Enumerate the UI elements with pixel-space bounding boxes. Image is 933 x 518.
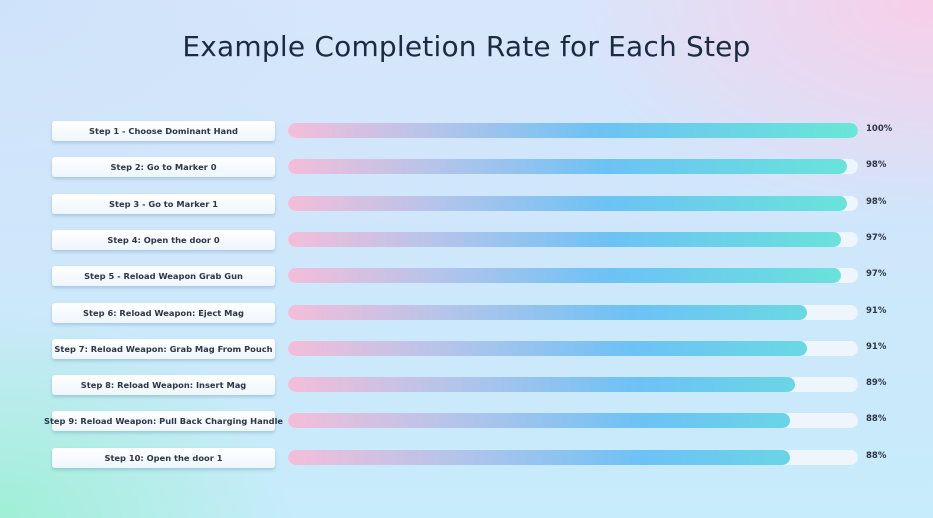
value-label: 98% (866, 196, 887, 207)
bar-row: Step 8: Reload Weapon: Insert Mag 89% (0, 374, 933, 398)
bar-row: Step 7: Reload Weapon: Grab Mag From Pou… (0, 338, 933, 362)
value-label: 88% (866, 414, 887, 425)
bar-track (288, 231, 858, 247)
bar (288, 159, 847, 175)
bar-row: Step 10: Open the door 1 88% (0, 447, 933, 471)
bar-row: Step 5 - Reload Weapon Grab Gun 97% (0, 265, 933, 289)
bar-row: Step 1 - Choose Dominant Hand 100% (0, 120, 933, 144)
bar-row: Step 2: Go to Marker 0 98% (0, 156, 933, 180)
bar-track (288, 159, 858, 175)
bar (288, 449, 790, 465)
bar-track (288, 123, 858, 138)
bar (288, 340, 807, 356)
bar (288, 123, 858, 138)
step-label: Step 8: Reload Weapon: Insert Mag (52, 375, 275, 396)
step-label: Step 5 - Reload Weapon Grab Gun (52, 266, 275, 287)
bar-track (288, 340, 858, 356)
step-label: Step 2: Go to Marker 0 (52, 157, 275, 178)
value-label: 97% (866, 269, 887, 280)
value-label: 98% (866, 160, 887, 171)
bar (288, 268, 841, 284)
bar-row: Step 6: Reload Weapon: Eject Mag 91% (0, 302, 933, 326)
step-label: Step 6: Reload Weapon: Eject Mag (52, 302, 275, 323)
step-label: Step 4: Open the door 0 (52, 229, 275, 250)
step-label: Step 7: Reload Weapon: Grab Mag From Pou… (52, 338, 275, 359)
value-label: 97% (866, 232, 887, 243)
bar (288, 304, 807, 320)
step-label: Step 3 - Go to Marker 1 (52, 193, 275, 214)
bar-track (288, 377, 858, 393)
bar-track (288, 195, 858, 211)
bar-track (288, 304, 858, 320)
value-label: 89% (866, 378, 887, 389)
bar (288, 231, 841, 247)
bar (288, 195, 847, 211)
bar-row: Step 3 - Go to Marker 1 98% (0, 193, 933, 217)
value-label: 88% (866, 450, 887, 461)
value-label: 91% (866, 305, 887, 316)
step-label: Step 9: Reload Weapon: Pull Back Chargin… (44, 411, 283, 432)
value-label: 91% (866, 341, 887, 352)
step-label: Step 1 - Choose Dominant Hand (52, 121, 275, 141)
bar-row: Step 9: Reload Weapon: Pull Back Chargin… (0, 410, 933, 434)
bar-row: Step 4: Open the door 0 97% (0, 229, 933, 253)
bar (288, 413, 790, 429)
value-label: 100% (866, 124, 893, 134)
step-label: Step 10: Open the door 1 (52, 447, 275, 468)
bar-track (288, 268, 858, 284)
bar-track (288, 413, 858, 429)
bar (288, 377, 796, 393)
bar-track (288, 449, 858, 465)
chart-title: Example Completion Rate for Each Step (182, 30, 751, 63)
